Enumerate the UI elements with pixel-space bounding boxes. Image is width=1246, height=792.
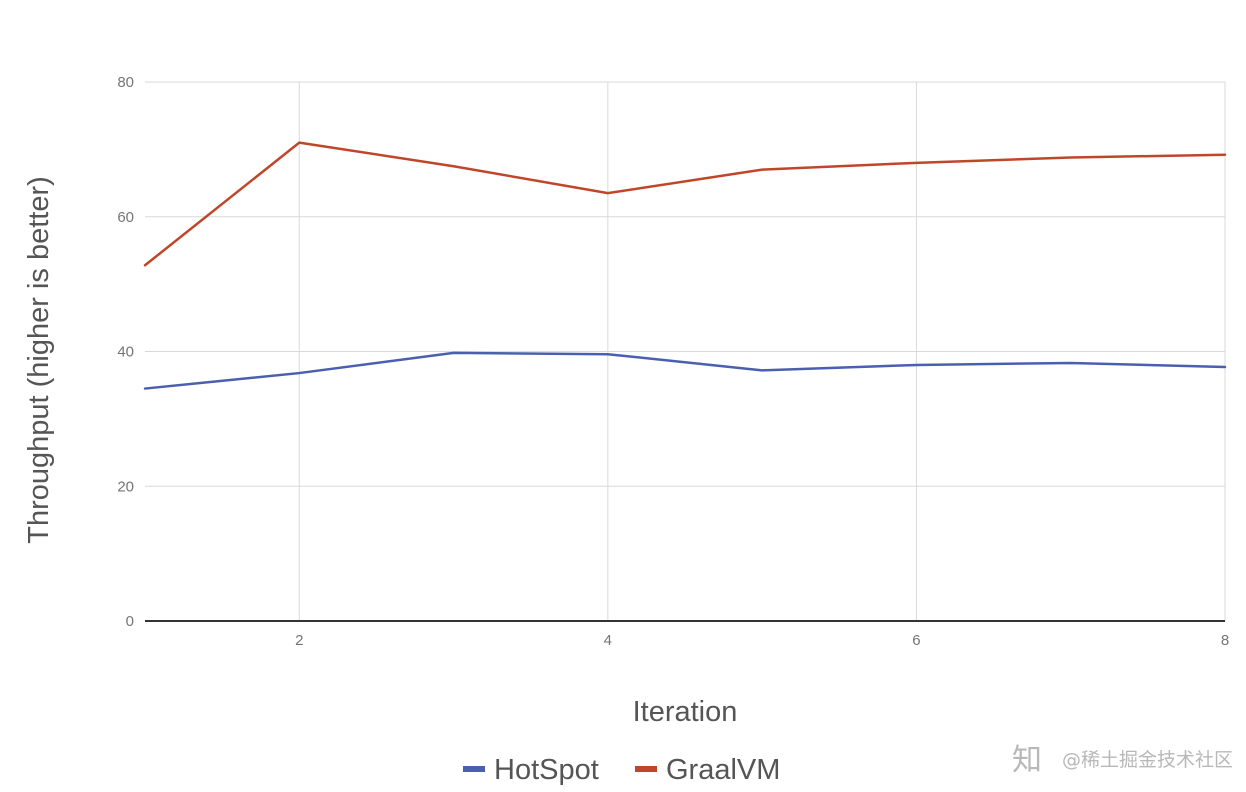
legend: HotSpot GraalVM <box>463 754 780 786</box>
legend-label-hotspot: HotSpot <box>494 754 599 786</box>
series-line-hotspot <box>143 351 1227 390</box>
legend-label-graalvm: GraalVM <box>666 754 780 786</box>
x-axis-ticks: 2 4 6 8 <box>295 632 1229 649</box>
x-tick-label: 2 <box>295 632 303 649</box>
x-tick-label: 6 <box>912 632 920 649</box>
y-axis-ticks: 0 20 40 60 80 <box>117 74 134 630</box>
y-tick-label: 0 <box>126 613 134 630</box>
y-axis-title: Throughput (higher is better) <box>23 176 55 544</box>
watermark-text: @稀土掘金技术社区 <box>1062 749 1233 771</box>
series-lines <box>143 141 1227 390</box>
x-tick-label: 8 <box>1221 632 1229 649</box>
x-axis-title: Iteration <box>633 696 738 728</box>
x-tick-label: 4 <box>604 632 612 649</box>
series-line-graalvm <box>143 141 1227 267</box>
y-tick-label: 80 <box>117 74 134 91</box>
grid-lines <box>145 81 1226 621</box>
y-tick-label: 20 <box>117 478 134 495</box>
watermark-glyph: 知 <box>1012 743 1042 778</box>
legend-swatch-hotspot <box>463 766 485 772</box>
y-tick-label: 60 <box>117 209 134 226</box>
legend-swatch-graalvm <box>635 766 657 772</box>
y-tick-label: 40 <box>117 344 134 361</box>
